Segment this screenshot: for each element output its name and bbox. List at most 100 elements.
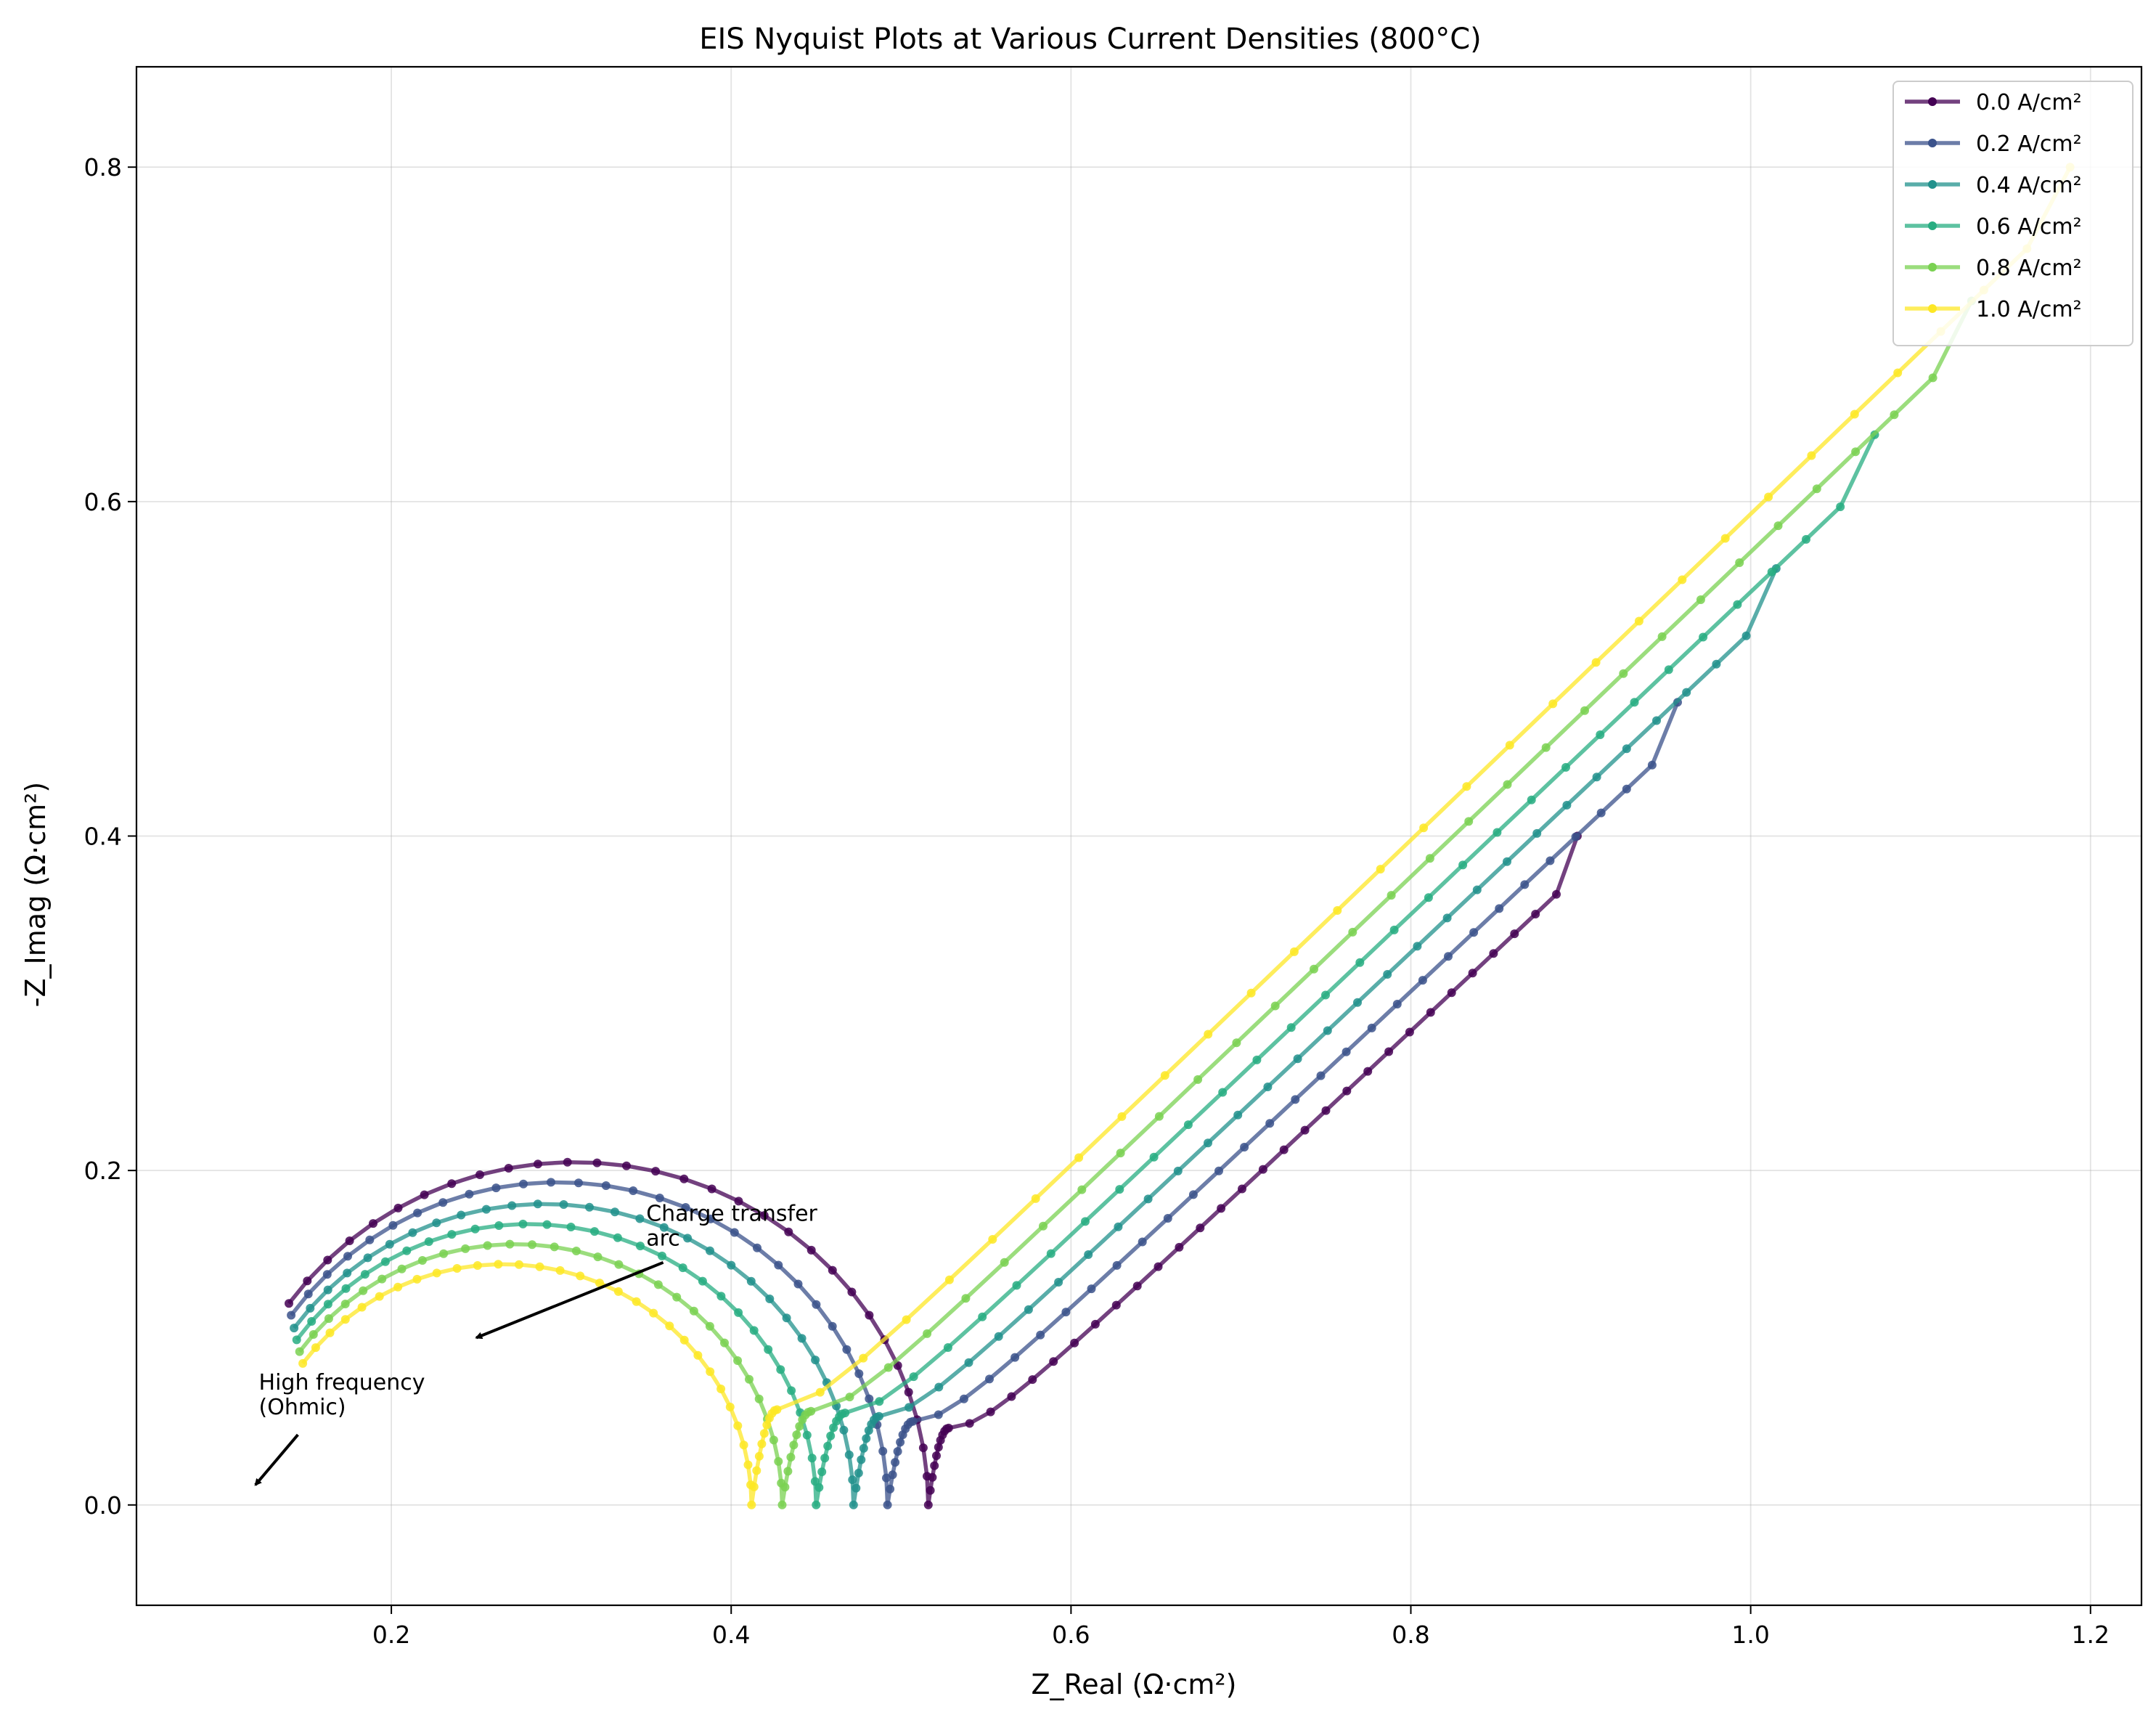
- data-point: [886, 1484, 895, 1493]
- data-point: [494, 1221, 504, 1230]
- data-point: [787, 1386, 796, 1395]
- data-point: [665, 1321, 674, 1331]
- data-point: [1733, 600, 1742, 609]
- data-point: [1316, 1071, 1326, 1080]
- data-point: [994, 1332, 1003, 1341]
- data-point: [1383, 970, 1392, 979]
- data-point: [786, 1453, 796, 1462]
- y-tick-label: 0.8: [84, 153, 122, 182]
- data-point: [566, 1223, 576, 1231]
- data-point: [507, 1201, 517, 1210]
- data-point: [1493, 828, 1502, 837]
- data-point: [1520, 880, 1530, 889]
- data-point: [1630, 698, 1639, 707]
- data-point: [985, 1374, 994, 1384]
- legend: 0.0 A/cm² 0.2 A/cm² 0.4 A/cm² 0.6 A/cm² 0.8 …: [1892, 81, 2133, 346]
- data-point: [481, 1205, 491, 1214]
- data-point: [847, 1287, 857, 1297]
- data-point: [412, 1274, 422, 1284]
- data-point: [842, 1345, 852, 1354]
- data-point: [1293, 1054, 1302, 1064]
- data-point: [1081, 1217, 1090, 1226]
- data-point: [1240, 1143, 1249, 1152]
- data-point: [1300, 1125, 1310, 1135]
- data-point: [504, 1164, 513, 1173]
- data-point: [769, 1435, 778, 1445]
- data-point: [795, 1422, 804, 1431]
- data-point: [1458, 860, 1468, 870]
- data-point: [457, 1210, 466, 1220]
- data-point: [754, 1451, 764, 1461]
- data-point: [613, 1233, 622, 1242]
- data-point: [839, 1425, 849, 1435]
- data-point: [1580, 706, 1589, 715]
- legend-marker: [1928, 263, 1937, 272]
- data-point: [1571, 832, 1580, 841]
- data-point: [323, 1285, 332, 1295]
- data-point: [1418, 976, 1427, 985]
- data-point: [515, 1260, 523, 1269]
- data-point: [679, 1335, 689, 1345]
- chart-title: EIS Nyquist Plots at Various Current Den…: [699, 23, 1482, 56]
- data-point: [1802, 534, 1810, 544]
- data-point: [1426, 1008, 1435, 1017]
- legend-marker: [1928, 180, 1937, 189]
- data-point: [934, 1410, 943, 1419]
- data-point: [340, 1315, 350, 1324]
- data-point: [365, 1235, 375, 1244]
- data-point: [393, 1282, 403, 1292]
- data-point: [812, 1500, 821, 1509]
- data-point: [759, 1211, 769, 1220]
- data-point: [672, 1292, 682, 1302]
- data-point: [932, 1451, 941, 1460]
- data-point: [730, 1228, 739, 1237]
- data-point: [402, 1246, 412, 1255]
- data-point: [743, 1460, 753, 1470]
- annotation-text: (Ohmic): [259, 1395, 346, 1420]
- data-point: [1447, 988, 1456, 998]
- data-point: [287, 1311, 296, 1320]
- data-point: [1084, 1250, 1093, 1259]
- data-point: [1233, 1110, 1243, 1120]
- data-point: [439, 1249, 449, 1258]
- data-point: [385, 1239, 394, 1249]
- data-point: [1117, 1112, 1127, 1121]
- data-point: [1807, 451, 1816, 460]
- data-point: [1392, 1000, 1402, 1008]
- data-point: [828, 1321, 837, 1331]
- data-point: [307, 1317, 317, 1326]
- data-point: [1000, 1258, 1009, 1267]
- data-point: [322, 1270, 332, 1279]
- data-point: [1291, 1095, 1300, 1104]
- data-point: [393, 1203, 403, 1212]
- data-point: [611, 1207, 619, 1217]
- data-point: [807, 1454, 817, 1463]
- data-point: [1115, 1185, 1124, 1194]
- data-point: [930, 1461, 939, 1470]
- data-point: [341, 1284, 351, 1293]
- data-point: [1678, 575, 1687, 584]
- data-point: [986, 1407, 995, 1417]
- data-point: [1634, 616, 1643, 626]
- data-point: [292, 1335, 301, 1345]
- data-point: [324, 1314, 333, 1324]
- data-point: [658, 1251, 666, 1260]
- data-point: [1252, 1055, 1262, 1064]
- data-point: [823, 1441, 833, 1451]
- data-point: [893, 1447, 902, 1456]
- legend-label: 0.8 A/cm²: [1976, 256, 2082, 281]
- data-point: [1163, 1214, 1172, 1223]
- data-point: [1596, 808, 1606, 818]
- data-point: [420, 1190, 429, 1199]
- data-point: [749, 1326, 759, 1335]
- data-point: [1503, 780, 1512, 789]
- data-point: [369, 1219, 377, 1228]
- legend-marker: [1928, 221, 1937, 230]
- data-point: [1353, 998, 1362, 1007]
- data-point: [1246, 988, 1256, 998]
- data-point: [693, 1350, 703, 1360]
- data-point: [1489, 949, 1498, 958]
- data-point: [1112, 1260, 1122, 1270]
